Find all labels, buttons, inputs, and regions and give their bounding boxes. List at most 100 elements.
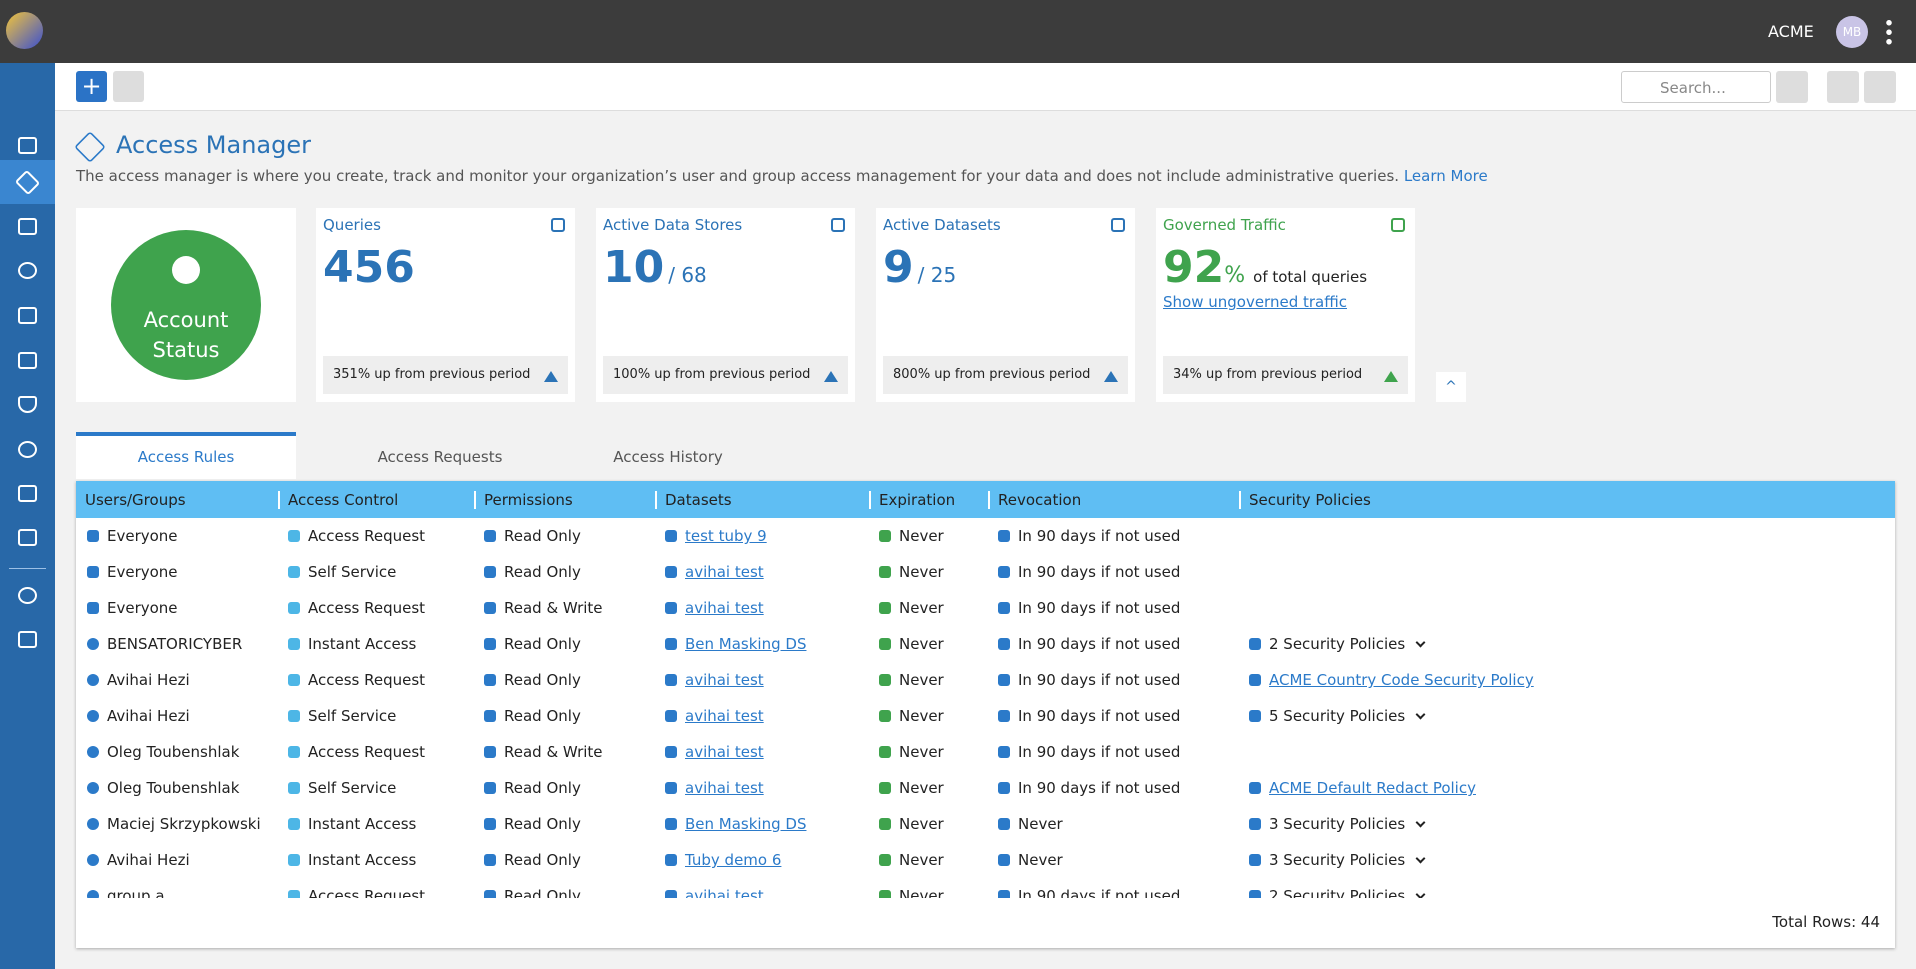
cell-text[interactable]: avihai test bbox=[685, 563, 764, 581]
table-row[interactable]: Everyone Access Request Read Only test tuby… bbox=[76, 518, 1895, 554]
cell-text[interactable]: avihai test bbox=[685, 779, 764, 797]
nav-icon[interactable] bbox=[18, 218, 37, 235]
search-box[interactable]: Search... bbox=[1621, 71, 1771, 103]
column-header: Users/Groups bbox=[85, 491, 186, 509]
account-status-card: Account Status bbox=[76, 208, 296, 402]
search-placeholder: Search... bbox=[1660, 79, 1726, 97]
cell-text[interactable]: test tuby 9 bbox=[685, 527, 767, 545]
nav-icon[interactable] bbox=[18, 529, 37, 546]
cell-text[interactable]: avihai test bbox=[685, 707, 764, 725]
cell-text[interactable]: avihai test bbox=[685, 599, 764, 617]
cell-icon bbox=[288, 638, 300, 650]
cell-text[interactable]: Tuby demo 6 bbox=[685, 851, 782, 869]
nav-icon[interactable] bbox=[18, 485, 37, 502]
cell-text[interactable]: ACME Country Code Security Policy bbox=[1269, 671, 1534, 689]
tab[interactable]: Access History bbox=[613, 448, 723, 466]
cell-icon bbox=[288, 602, 300, 614]
expand-chevron[interactable] bbox=[1415, 889, 1426, 898]
nav-icon[interactable] bbox=[18, 262, 37, 279]
tab[interactable]: Access Rules bbox=[76, 432, 296, 479]
card-link[interactable]: Show ungoverned traffic bbox=[1163, 293, 1347, 311]
expand-chevron[interactable] bbox=[1415, 709, 1426, 719]
cell-text[interactable]: Ben Masking DS bbox=[685, 635, 807, 653]
divider bbox=[9, 568, 46, 569]
cell-text: Never bbox=[899, 743, 944, 761]
account-status[interactable]: Account Status bbox=[111, 230, 261, 380]
delete-button[interactable] bbox=[113, 71, 144, 102]
cell-text: In 90 days if not used bbox=[1018, 887, 1181, 898]
table-row[interactable]: Everyone Self Service Read Only avihai test… bbox=[76, 554, 1895, 590]
cell-text: Read Only bbox=[504, 779, 581, 797]
collapse-button[interactable]: ^ bbox=[1436, 372, 1466, 402]
cell-text[interactable]: ACME Default Redact Policy bbox=[1269, 779, 1476, 797]
cell-text[interactable]: avihai test bbox=[685, 887, 764, 898]
cell-text: 3 Security Policies bbox=[1269, 851, 1406, 869]
cell-icon bbox=[879, 674, 891, 686]
sidebar bbox=[0, 63, 55, 969]
cell-text[interactable]: avihai test bbox=[685, 671, 764, 689]
expand-chevron[interactable] bbox=[1415, 817, 1426, 827]
trend-arrow bbox=[824, 364, 838, 382]
cell-icon bbox=[879, 566, 891, 578]
cell-text: Read Only bbox=[504, 815, 581, 833]
refresh-button[interactable] bbox=[1776, 71, 1808, 103]
cell-icon bbox=[288, 710, 300, 722]
cell-text[interactable]: Ben Masking DS bbox=[685, 815, 807, 833]
active-nav bbox=[0, 160, 55, 204]
add-button[interactable]: + bbox=[76, 71, 107, 102]
trend-arrow bbox=[1384, 364, 1398, 382]
table-row[interactable]: group a Access Request Read Only avihai tes… bbox=[76, 878, 1895, 898]
table-cell: Access Request bbox=[288, 887, 425, 898]
table-cell: Self Service bbox=[288, 563, 396, 581]
table-row[interactable]: Oleg Toubenshlak Access Request Read & Wri… bbox=[76, 734, 1895, 770]
cell-text: Never bbox=[899, 563, 944, 581]
table-cell: avihai test bbox=[665, 599, 764, 617]
expand-chevron[interactable] bbox=[1415, 853, 1426, 863]
cell-text: Everyone bbox=[107, 527, 178, 545]
cell-icon bbox=[87, 818, 99, 830]
card-title: Queries bbox=[323, 216, 381, 234]
share-button[interactable] bbox=[1864, 71, 1896, 103]
table-cell: test tuby 9 bbox=[665, 527, 767, 545]
nav-icon[interactable] bbox=[18, 396, 37, 413]
table-row[interactable]: Avihai Hezi Self Service Read Only avihai t… bbox=[76, 698, 1895, 734]
page-title: Access Manager bbox=[116, 131, 311, 159]
cell-text[interactable]: avihai test bbox=[685, 743, 764, 761]
card-trend: 100% up from previous period bbox=[603, 356, 848, 394]
menu[interactable] bbox=[1886, 18, 1892, 46]
card-value: 10 bbox=[603, 242, 665, 293]
fullscreen-button[interactable] bbox=[1827, 71, 1859, 103]
nav-icon[interactable] bbox=[18, 587, 37, 604]
table-cell: In 90 days if not used bbox=[998, 779, 1180, 797]
nav-icon[interactable] bbox=[18, 631, 37, 648]
cell-icon bbox=[998, 638, 1010, 650]
cell-icon bbox=[87, 674, 99, 686]
table-row[interactable]: BENSATORICYBER Instant Access Read Only Ben… bbox=[76, 626, 1895, 662]
learn-more[interactable]: Learn More bbox=[1403, 167, 1488, 185]
table-row[interactable]: Avihai Hezi Instant Access Read Only Tuby d… bbox=[76, 842, 1895, 878]
description-text: The access manager is where you create, … bbox=[76, 167, 1400, 185]
cell-icon bbox=[288, 890, 300, 898]
cell-text: Never bbox=[899, 851, 944, 869]
cell-text: Read Only bbox=[504, 851, 581, 869]
nav-icon[interactable] bbox=[18, 307, 37, 324]
table-row[interactable]: Maciej Skrzypkowski Instant Access Read On… bbox=[76, 806, 1895, 842]
nav-icon[interactable] bbox=[18, 137, 37, 154]
table-row[interactable]: Oleg Toubenshlak Self Service Read Only avi… bbox=[76, 770, 1895, 806]
table-cell: Read & Write bbox=[484, 743, 603, 761]
table-row[interactable]: Everyone Access Request Read & Write avihai… bbox=[76, 590, 1895, 626]
check-icon bbox=[172, 256, 200, 284]
cell-text: Read Only bbox=[504, 707, 581, 725]
cell-text: Instant Access bbox=[308, 851, 417, 869]
nav-icon[interactable] bbox=[18, 352, 37, 369]
cell-text: Never bbox=[899, 707, 944, 725]
logo[interactable] bbox=[6, 12, 43, 49]
table-cell: Never bbox=[879, 887, 944, 898]
table-cell: ACME Country Code Security Policy bbox=[1249, 671, 1534, 689]
table-cell: Read Only bbox=[484, 887, 581, 898]
nav-icon[interactable] bbox=[18, 441, 37, 458]
table-row[interactable]: Avihai Hezi Access Request Read Only avihai… bbox=[76, 662, 1895, 698]
expand-chevron[interactable] bbox=[1415, 637, 1426, 647]
tab[interactable]: Access Requests bbox=[377, 448, 503, 466]
avatar[interactable]: MB bbox=[1836, 16, 1868, 48]
